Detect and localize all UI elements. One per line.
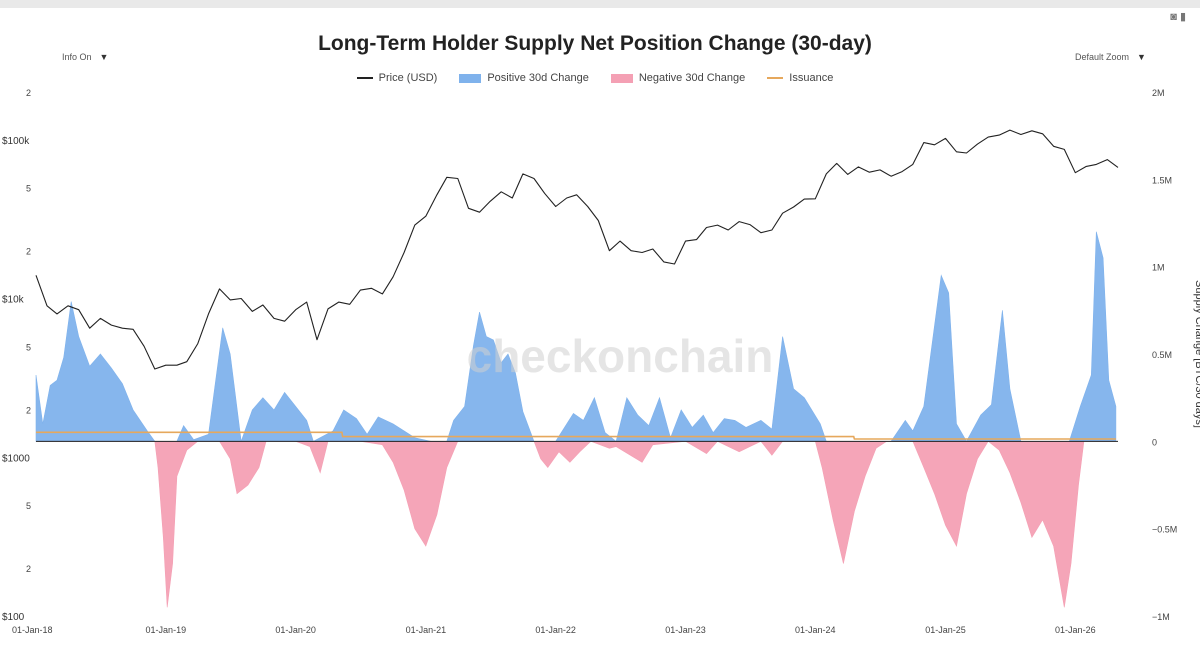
x-axis-tick-label: 01-Jan-26 xyxy=(1055,625,1096,635)
legend-item-positive[interactable]: Positive 30d Change xyxy=(459,72,589,84)
left-axis-tick-label: 2 xyxy=(26,405,31,415)
chevron-down-icon: ▼ xyxy=(99,52,109,62)
left-axis-tick-label: $10k xyxy=(2,295,25,306)
x-axis-tick-label: 01-Jan-18 xyxy=(12,625,53,635)
watermark-text: checkonchain xyxy=(467,330,774,382)
chevron-down-icon: ▼ xyxy=(1137,52,1146,62)
left-axis-tick-label: $1000 xyxy=(2,453,30,464)
chart-legend: Price (USD) Positive 30d Change Negative… xyxy=(0,72,1190,84)
x-axis-tick-label: 01-Jan-22 xyxy=(535,625,576,635)
right-axis-tick-label: 1M xyxy=(1152,263,1165,273)
right-axis-tick-label: 2M xyxy=(1152,88,1165,98)
left-axis-tick-label: 5 xyxy=(26,501,31,511)
negative-change-area xyxy=(36,440,1116,608)
x-axis-tick-label: 01-Jan-24 xyxy=(795,625,836,635)
price-line xyxy=(35,129,1119,370)
right-axis-title: Supply Change [BTC/30 days] xyxy=(1193,280,1200,428)
chart-icon[interactable]: ▮ xyxy=(1179,11,1186,23)
legend-label-positive: Positive 30d Change xyxy=(487,72,589,84)
left-axis-tick-label: 2 xyxy=(26,88,31,98)
watermark-layer: checkonchain xyxy=(467,330,774,382)
issuance-line-layer xyxy=(36,431,1116,440)
right-axis-tick-label: −1M xyxy=(1152,612,1170,622)
left-axis-tick-label: 2 xyxy=(26,564,31,574)
browser-top-strip xyxy=(0,0,1200,8)
positive-change-area xyxy=(35,231,1117,442)
right-axis-tick-label: 0 xyxy=(1152,437,1157,447)
zoom-select[interactable]: Default Zoom ▼ xyxy=(1075,52,1146,62)
camera-icon[interactable]: ◙ xyxy=(1170,11,1177,23)
right-axis-ticks: 2M 1.5M 1M 0.5M 0 −0.5M −1M Supply Change [BTC/… xyxy=(1152,88,1200,622)
x-axis-tick-label: 01-Jan-25 xyxy=(925,625,966,635)
legend-item-issuance[interactable]: Issuance xyxy=(767,72,833,84)
legend-swatch-issuance xyxy=(767,77,784,79)
legend-swatch-negative xyxy=(610,73,633,83)
legend-item-price[interactable]: Price (USD) xyxy=(356,72,438,84)
left-axis-tick-label: 5 xyxy=(26,184,31,194)
x-axis-ticks: 01-Jan-18 01-Jan-19 01-Jan-20 01-Jan-21 01-J… xyxy=(12,625,1096,635)
x-axis-tick-label: 01-Jan-21 xyxy=(406,625,447,635)
legend-label-negative: Negative 30d Change xyxy=(638,72,746,84)
left-axis-tick-label: $100 xyxy=(2,612,25,623)
right-axis-tick-label: −0.5M xyxy=(1152,525,1177,535)
issuance-line xyxy=(36,431,1116,440)
right-axis-tick-label: 1.5M xyxy=(1152,175,1172,185)
zoom-select-label: Default Zoom xyxy=(1075,52,1130,62)
price-line-layer xyxy=(35,129,1119,370)
info-toggle[interactable]: Info On ▼ xyxy=(62,52,108,62)
left-axis-tick-label: $100k xyxy=(2,136,30,147)
legend-label-issuance: Issuance xyxy=(789,72,834,84)
legend-swatch-price xyxy=(356,77,373,79)
right-axis-tick-label: 0.5M xyxy=(1152,350,1172,360)
negative-area-layer xyxy=(36,440,1116,608)
legend-label-price: Price (USD) xyxy=(378,72,438,84)
info-toggle-label: Info On xyxy=(62,52,92,62)
legend-item-negative[interactable]: Negative 30d Change xyxy=(610,72,746,84)
chart-title: Long-Term Holder Supply Net Position Cha… xyxy=(318,32,872,55)
left-axis-tick-label: 2 xyxy=(26,247,31,257)
left-axis-ticks: $100 2 5 $1000 2 5 $10k 2 5 $100k 2 xyxy=(2,88,31,623)
chart-tools: ◙ ▮ xyxy=(1170,10,1186,23)
x-axis-tick-label: 01-Jan-20 xyxy=(275,625,316,635)
x-axis-tick-label: 01-Jan-23 xyxy=(665,625,706,635)
legend-swatch-positive xyxy=(459,73,482,83)
x-axis-tick-label: 01-Jan-19 xyxy=(146,625,187,635)
positive-area-layer xyxy=(35,231,1117,442)
left-axis-tick-label: 5 xyxy=(26,342,31,352)
